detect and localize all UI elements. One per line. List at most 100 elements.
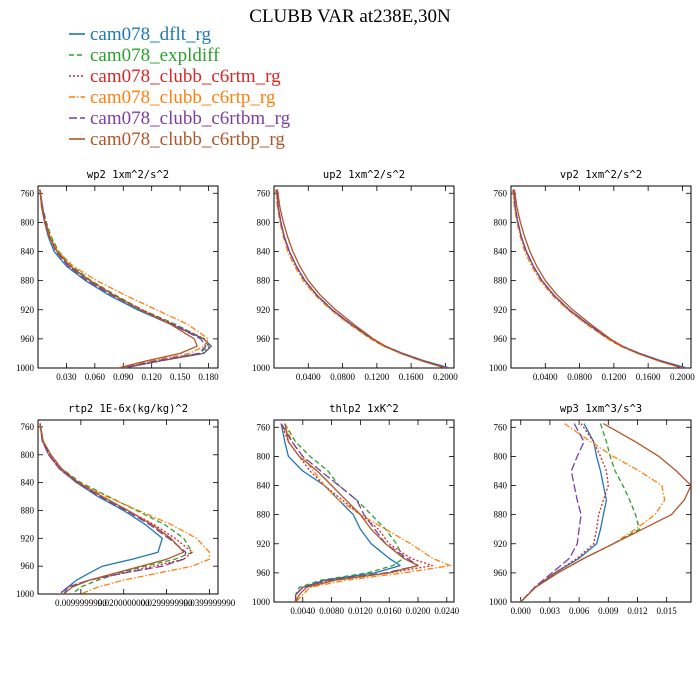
x-tick-label: 0.150 — [170, 372, 191, 382]
series-line-cam078_dflt_rg — [520, 423, 608, 602]
series-group — [280, 423, 452, 602]
series-group — [275, 189, 450, 368]
legend-label-cam078_expldiff: cam078_expldiff — [90, 45, 220, 66]
x-tick-label: 0.009 — [598, 606, 619, 616]
x-tick-label: 0.1200 — [601, 372, 626, 382]
legend-label-cam078_clubb_c6rtbp_rg: cam078_clubb_c6rtbp_rg — [90, 129, 285, 150]
x-tick-label: 0.012 — [627, 606, 647, 616]
series-line-cam078_clubb_c6rtbp_rg — [520, 423, 691, 602]
y-tick-label: 920 — [257, 305, 271, 315]
y-tick-label: 960 — [494, 334, 508, 344]
x-tick-label: 0.1600 — [399, 372, 424, 382]
y-tick-label: 960 — [21, 561, 35, 571]
series-line-cam078_clubb_c6rtp_rg — [520, 423, 666, 602]
series-line-cam078_expldiff — [284, 423, 405, 602]
y-tick-label: 760 — [21, 422, 35, 432]
plot-frame — [510, 185, 692, 369]
plot-frame — [273, 419, 455, 603]
y-tick-label: 800 — [257, 451, 271, 461]
series-line-cam078_dflt_rg — [39, 189, 213, 368]
y-tick-label: 800 — [21, 450, 35, 460]
series-line-cam078_clubb_c6rtp_rg — [39, 423, 211, 594]
series-line-cam078_clubb_c6rtm_rg — [39, 423, 193, 594]
y-tick-label: 920 — [494, 305, 508, 315]
y-tick-label: 880 — [494, 510, 508, 520]
x-tick-label: 0.0080 — [319, 606, 344, 616]
x-tick-label: 0.2000 — [433, 372, 458, 382]
x-tick-label: 0.120 — [142, 372, 163, 382]
y-tick-label: 840 — [257, 481, 271, 491]
series-line-cam078_clubb_c6rtp_rg — [275, 189, 446, 368]
series-line-cam078_clubb_c6rtbp_rg — [39, 189, 198, 368]
plot-frame — [510, 419, 692, 603]
panel-3: vp2 1xm^2/s^2 760 800 840 880 920 960 1000 0.040… — [489, 169, 695, 382]
y-tick-label: 880 — [494, 276, 508, 286]
y-tick-label: 840 — [494, 247, 508, 257]
x-tick-label: 0.015 — [657, 606, 678, 616]
x-tick-label: 0.0200 — [406, 606, 431, 616]
y-tick-label: 880 — [257, 276, 271, 286]
panel-2: up2 1xm^2/s^2 760 800 840 880 920 960 1000 0.040… — [252, 169, 458, 382]
x-tick-label: 0.180 — [198, 372, 219, 382]
y-tick-label: 800 — [257, 217, 271, 227]
plot-frame — [37, 185, 219, 369]
series-line-cam078_dflt_rg — [280, 423, 401, 602]
series-group — [520, 423, 691, 602]
panel-6: wp3 1xm^3/s^3 760 800 840 880 920 960 10000.000… — [489, 403, 692, 616]
x-tick-label: 0.0400 — [533, 372, 558, 382]
x-tick-label: 0.030 — [56, 372, 77, 382]
y-tick-label: 800 — [21, 217, 35, 227]
series-line-cam078_clubb_c6rtbm_rg — [520, 423, 585, 602]
series-line-cam078_clubb_c6rtbm_rg — [280, 423, 419, 602]
series-line-cam078_expldiff — [39, 423, 193, 594]
y-tick-label: 840 — [494, 481, 508, 491]
y-tick-label: 760 — [257, 188, 271, 198]
y-tick-label: 760 — [257, 422, 271, 432]
y-tick-label: 920 — [21, 305, 35, 315]
y-tick-label: 960 — [257, 334, 271, 344]
series-line-cam078_clubb_c6rtbm_rg — [39, 423, 187, 594]
x-tick-label: 0.1600 — [636, 372, 661, 382]
series-line-cam078_clubb_c6rtbp_rg — [284, 423, 419, 602]
panel-title: vp2 1xm^2/s^2 — [560, 169, 642, 181]
panel-title: thlp2 1xK^2 — [329, 403, 399, 415]
y-tick-label: 760 — [494, 188, 508, 198]
y-tick-label: 880 — [257, 510, 271, 520]
x-tick-label: 0.0399999990 — [184, 598, 236, 608]
x-tick-label: 0.0299999990 — [141, 598, 193, 608]
y-tick-label: 880 — [21, 505, 35, 515]
y-tick-label: 1000 — [16, 363, 35, 373]
x-tick-label: 0.0160 — [377, 606, 402, 616]
y-tick-label: 840 — [21, 478, 35, 488]
series-line-cam078_clubb_c6rtp_rg — [512, 189, 683, 368]
y-tick-label: 920 — [257, 539, 271, 549]
panel-title: rtp2 1E-6x(kg/kg)^2 — [68, 403, 188, 415]
panel-title: up2 1xm^2/s^2 — [323, 169, 405, 181]
plot-frame — [37, 419, 219, 595]
x-tick-label: 0.0040 — [290, 606, 315, 616]
y-tick-label: 1000 — [16, 589, 35, 599]
legend-label-cam078_dflt_rg: cam078_dflt_rg — [90, 24, 212, 45]
panel-4: rtp2 1E-6x(kg/kg)^2 760 800 840 880 920 960 100… — [16, 403, 236, 608]
series-line-cam078_clubb_c6rtm_rg — [520, 423, 609, 602]
series-line-cam078_clubb_c6rtbp_rg — [513, 189, 683, 368]
legend-label-cam078_clubb_c6rtp_rg: cam078_clubb_c6rtp_rg — [90, 87, 276, 108]
x-tick-label: 0.000 — [511, 606, 532, 616]
series-line-cam078_dflt_rg — [39, 423, 163, 594]
panel-1: wp2 1xm^2/s^2 760 800 840 880 920 960 1000 0.030… — [16, 169, 219, 382]
plot-frame — [273, 185, 455, 369]
x-tick-label: 0.060 — [85, 372, 106, 382]
y-tick-label: 960 — [494, 568, 508, 578]
x-tick-label: 0.1200 — [364, 372, 389, 382]
x-tick-label: 0.003 — [540, 606, 561, 616]
y-tick-label: 1000 — [252, 597, 271, 607]
y-tick-label: 800 — [494, 451, 508, 461]
x-tick-label: 0.090 — [113, 372, 134, 382]
series-group — [39, 423, 211, 594]
series-line-cam078_clubb_c6rtp_rg — [39, 189, 210, 368]
legend-label-cam078_clubb_c6rtbm_rg: cam078_clubb_c6rtbm_rg — [90, 108, 291, 129]
y-tick-label: 1000 — [489, 363, 508, 373]
series-line-cam078_clubb_c6rtbp_rg — [276, 189, 446, 368]
